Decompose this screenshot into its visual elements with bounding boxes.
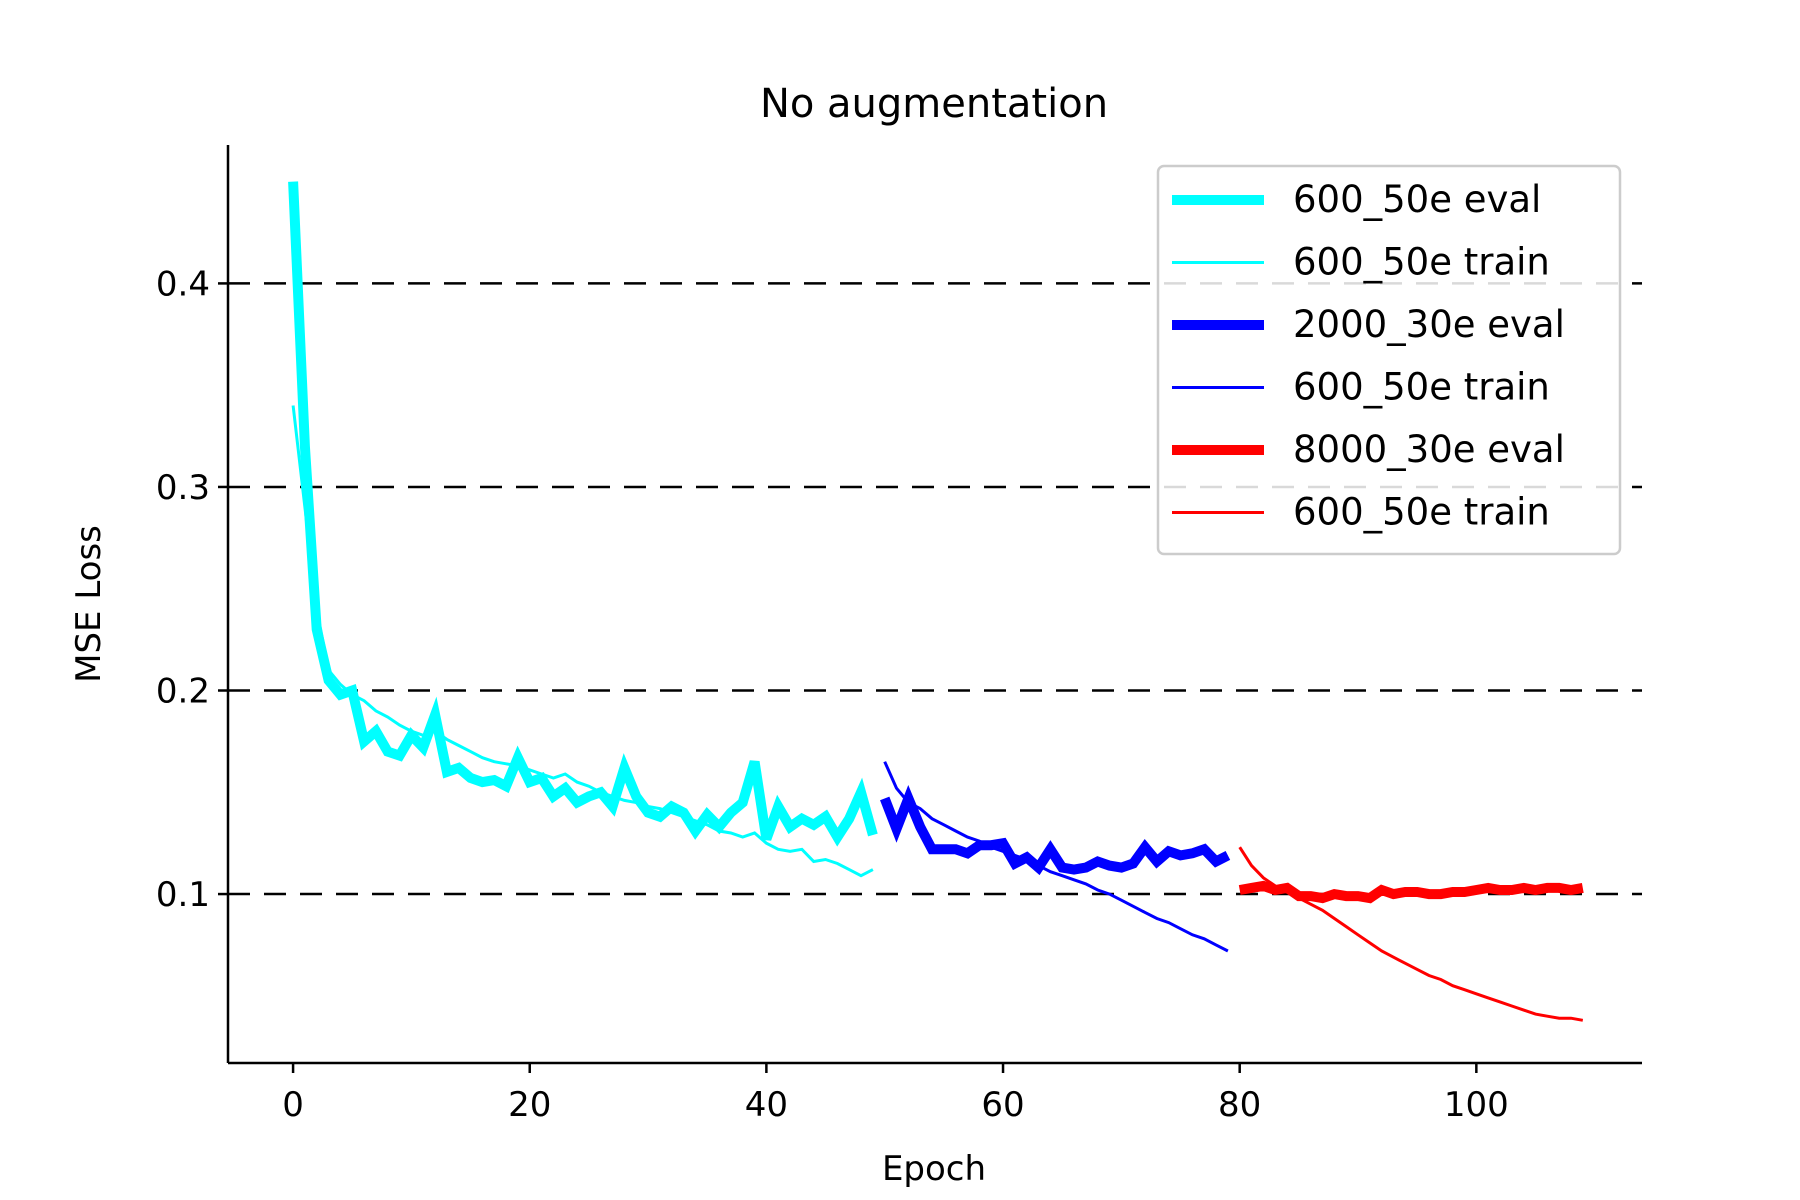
legend-label: 600_50e train [1293,491,1550,534]
legend-label: 600_50e train [1293,366,1550,409]
series-line-2 [291,405,874,878]
y-ticks: 0.1 0.2 0.3 0.4 [156,264,228,915]
series-line-3 [880,784,1231,876]
x-tick-label: 80 [1218,1085,1261,1125]
legend-items: 600_50e eval 600_50e train 2000_30e eval 60… [1172,178,1565,534]
series-line-1 [288,181,878,847]
legend-label: 600_50e train [1293,241,1550,284]
series-lines [288,181,1584,1022]
x-tick-label: 20 [508,1085,551,1125]
y-tick-label: 0.3 [156,468,210,508]
legend-label: 8000_30e eval [1293,428,1565,471]
x-tick-label: 100 [1444,1085,1509,1125]
series-line-4 [883,761,1229,953]
legend-label: 600_50e eval [1293,178,1541,221]
legend-box [1156,164,1622,556]
axes [226,145,1642,1065]
y-tick-label: 0.2 [156,672,210,712]
x-tick-label: 40 [745,1085,788,1125]
series-line-5 [1238,880,1584,904]
grid-lines [228,282,1642,896]
legend-label: 2000_30e eval [1293,303,1565,346]
x-tick-label: 0 [282,1085,304,1125]
y-tick-label: 0.1 [156,875,210,915]
x-ticks: 0 20 40 60 80 100 [282,1063,1509,1125]
x-tick-label: 60 [981,1085,1024,1125]
legend: 600_50e eval 600_50e train 2000_30e eval 60… [1156,164,1622,556]
chart-title: No augmentation [760,81,1108,127]
y-tick-label: 0.4 [156,264,210,304]
y-axis-label: MSE Loss [69,525,109,683]
x-axis-label: Epoch [882,1149,986,1189]
series-line-6 [1238,846,1584,1022]
